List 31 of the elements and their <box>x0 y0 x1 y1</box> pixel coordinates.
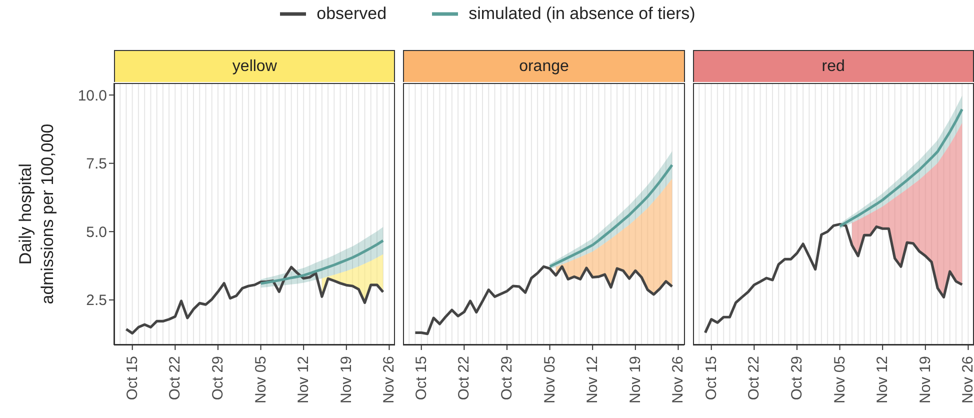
x-tick-label: Nov 12 <box>295 356 312 404</box>
x-tick-label: Nov 19 <box>916 356 934 404</box>
x-tick-label: Nov 19 <box>627 356 644 404</box>
x-tick-label: Oct 29 <box>788 356 806 400</box>
x-tick-label: Oct 29 <box>209 356 226 400</box>
y-tick-label: 10.0 <box>78 87 107 104</box>
x-tick-label: Oct 15 <box>124 356 141 400</box>
x-tick-label: Nov 19 <box>338 356 355 404</box>
y-axis-title: Daily hospital admissions per 100,000 <box>15 122 58 306</box>
x-tick-label: Oct 22 <box>166 356 184 400</box>
x-tick-label: Nov 05 <box>830 356 848 404</box>
x-tick-label: Oct 15 <box>413 356 430 400</box>
y-tick-label: 2.5 <box>86 292 107 310</box>
x-tick-label: Nov 26 <box>959 356 974 404</box>
x-tick-label: Oct 29 <box>498 356 516 400</box>
x-tick-label: Nov 26 <box>380 356 398 404</box>
x-tick-label: Nov 12 <box>874 356 891 404</box>
y-tick-label: 5.0 <box>86 224 107 241</box>
x-tick-label: Nov 12 <box>584 356 602 404</box>
y-tick-label: 7.5 <box>86 156 107 173</box>
x-tick-label: Nov 05 <box>542 356 559 404</box>
legend-label: simulated (in absence of tiers) <box>468 4 696 24</box>
x-tick-label: Oct 15 <box>702 356 720 400</box>
chart-title: yellow <box>114 50 396 82</box>
chart-title: red <box>692 50 974 82</box>
chart-title: orange <box>403 50 685 82</box>
x-tick-label: Oct 22 <box>745 356 762 400</box>
x-tick-label: Oct 22 <box>456 356 473 400</box>
x-tick-label: Nov 26 <box>670 356 688 404</box>
legend-label: observed <box>316 4 387 24</box>
x-tick-label: Nov 05 <box>252 356 270 404</box>
